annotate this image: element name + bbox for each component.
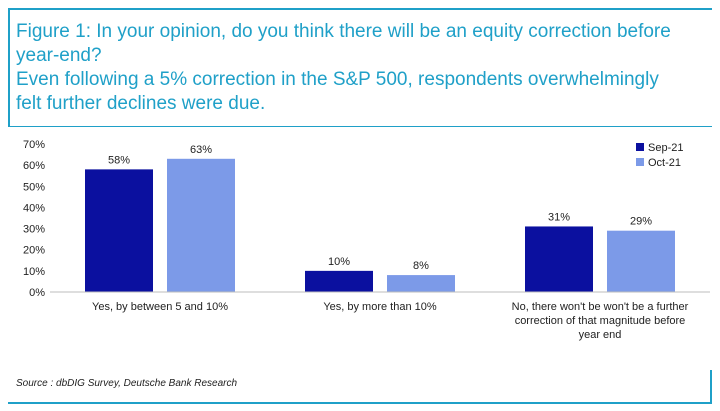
legend-label: Sep-21 (648, 142, 683, 154)
bar (85, 169, 153, 292)
title-line: Figure 1: In your opinion, do you think … (16, 21, 671, 42)
figure-frame: Figure 1: In your opinion, do you think … (8, 8, 712, 404)
data-label: 8% (413, 260, 429, 272)
x-tick-label: Yes, by more than 10% (323, 301, 437, 313)
legend-swatch (636, 158, 644, 166)
bar (305, 270, 373, 292)
bar (525, 226, 593, 292)
data-label: 10% (328, 256, 350, 268)
y-tick-label: 0% (29, 287, 45, 299)
data-label: 58% (108, 154, 130, 166)
bottom-rule (8, 402, 712, 404)
data-label: 29% (630, 216, 652, 228)
legend-swatch (636, 143, 644, 151)
bar (167, 158, 235, 292)
title-divider (8, 126, 712, 127)
figure-title: Figure 1: In your opinion, do you think … (16, 20, 706, 116)
y-tick-label: 40% (23, 202, 45, 214)
y-tick-label: 70% (23, 139, 45, 151)
legend-label: Oct-21 (648, 157, 681, 169)
y-tick-label: 20% (23, 245, 45, 257)
y-tick-label: 50% (23, 181, 45, 193)
data-label: 31% (548, 211, 570, 223)
x-tick-label: correction of that magnitude before (515, 315, 686, 327)
title-line: felt further declines were due. (16, 93, 266, 114)
top-rule (8, 8, 712, 10)
x-tick-label: year end (579, 329, 622, 341)
bar (387, 275, 455, 292)
title-line: year-end? (16, 45, 102, 66)
y-tick-label: 10% (23, 266, 45, 278)
left-rule (8, 8, 10, 126)
x-tick-label: No, there won't be won't be a further (512, 301, 689, 313)
x-tick-label: Yes, by between 5 and 10% (92, 301, 228, 313)
title-line: Even following a 5% correction in the S&… (16, 69, 659, 90)
bar-chart: 0% 10% 20% 30% 40% 50% 60% 70% 58% 63% Yes, by bet… (23, 139, 710, 341)
data-label: 63% (190, 144, 212, 156)
y-tick-label: 60% (23, 160, 45, 172)
bar (607, 230, 675, 292)
source-note: Source : dbDIG Survey, Deutsche Bank Res… (16, 378, 238, 389)
right-rule (710, 370, 712, 404)
y-tick-label: 30% (23, 224, 45, 236)
